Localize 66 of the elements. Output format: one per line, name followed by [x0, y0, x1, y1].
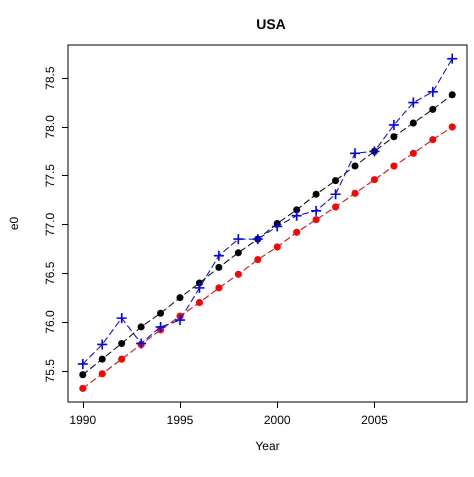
- point: [271, 220, 284, 232]
- y-tick-label: 76.0: [43, 310, 57, 334]
- point: [390, 133, 398, 140]
- point: [290, 210, 302, 222]
- y-tick-label: 78.0: [43, 114, 57, 139]
- chart-title: USA: [256, 16, 286, 32]
- point: [446, 52, 458, 64]
- point: [352, 162, 358, 170]
- point: [368, 146, 380, 158]
- x-tick-label: 2005: [361, 413, 388, 427]
- point: [293, 228, 300, 236]
- x-axis-title: Year: [255, 439, 280, 453]
- x-tick-label: 2000: [264, 413, 291, 427]
- point: [98, 370, 106, 378]
- x-tick-label: 1990: [69, 413, 96, 427]
- point: [76, 358, 89, 370]
- point: [410, 120, 417, 127]
- point: [174, 314, 186, 326]
- y-tick-label: 77.5: [43, 164, 57, 188]
- point: [116, 312, 128, 324]
- point: [448, 91, 456, 98]
- point: [215, 264, 222, 271]
- point: [274, 243, 281, 250]
- point: [252, 233, 264, 245]
- point: [429, 136, 436, 144]
- point: [408, 96, 420, 108]
- point: [410, 150, 417, 157]
- point: [232, 233, 244, 245]
- point: [196, 299, 203, 306]
- point: [234, 270, 242, 278]
- point: [332, 177, 340, 184]
- point: [138, 323, 145, 330]
- point: [426, 86, 439, 98]
- point: [330, 188, 342, 200]
- y-axis-title: e0: [7, 216, 21, 230]
- point: [352, 190, 358, 197]
- point: [96, 338, 108, 350]
- point: [312, 190, 320, 198]
- point: [370, 176, 378, 184]
- point: [79, 384, 86, 392]
- point: [429, 106, 436, 113]
- point: [215, 284, 222, 292]
- point: [332, 203, 340, 210]
- point: [98, 356, 106, 363]
- point: [135, 338, 147, 350]
- point: [118, 356, 126, 363]
- y-tick-label: 78.5: [43, 66, 57, 90]
- y-tick-label: 77.0: [43, 212, 57, 236]
- point: [213, 250, 225, 262]
- point: [312, 216, 320, 224]
- point: [310, 205, 322, 217]
- point: [79, 371, 86, 378]
- x-tick-label: 1995: [166, 413, 194, 427]
- point: [154, 321, 166, 333]
- y-tick-label: 76.5: [43, 261, 57, 285]
- point: [349, 147, 361, 160]
- point: [194, 282, 206, 294]
- point: [448, 123, 456, 130]
- point: [234, 249, 242, 256]
- point: [118, 340, 126, 347]
- point: [388, 119, 400, 131]
- y-tick-label: 75.5: [43, 358, 57, 382]
- point: [390, 162, 398, 170]
- point: [254, 256, 262, 264]
- point: [176, 294, 184, 302]
- point: [157, 310, 164, 317]
